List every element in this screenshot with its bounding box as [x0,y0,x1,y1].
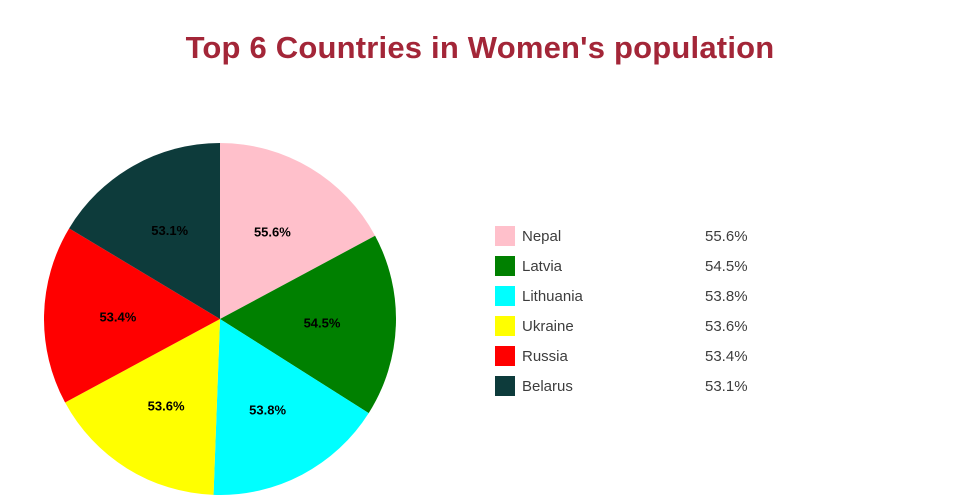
pie-slice-label-belarus: 53.1% [151,223,188,238]
legend-value: 55.6% [705,227,748,245]
legend-item-russia: Russia 53.4% [495,346,765,366]
pie-slice-label-ukraine: 53.6% [148,399,185,414]
legend-value: 53.6% [705,317,748,335]
pie-slice-russia [43,228,221,403]
legend-item-latvia: Latvia 54.5% [495,256,765,276]
pie-slice-ukraine [65,319,220,495]
legend-value: 53.4% [705,347,748,365]
legend-item-nepal: Nepal 55.6% [495,226,765,246]
pie-slice-label-nepal: 55.6% [254,224,291,239]
legend-label: Nepal [522,227,562,245]
legend: Nepal 55.6% Latvia 54.5% Lithuania 53.8% Ukrai… [495,226,765,406]
legend-value: 54.5% [705,257,748,275]
pie-chart-svg: 55.6% 54.5% 53.8% 53.6% 53.4% 53.1% [43,143,397,495]
pie-slice-belarus [69,143,220,319]
legend-swatch-lithuania [495,286,515,306]
pie-slice-label-russia: 53.4% [99,310,136,325]
legend-label: Latvia [522,257,563,275]
legend-label: Ukraine [522,317,574,335]
page-title: Top 6 Countries in Women's population [185,30,775,65]
legend-label: Lithuania [522,287,583,305]
pie-chart: 55.6% 54.5% 53.8% 53.6% 53.4% 53.1% [43,143,397,495]
legend-value: 53.8% [705,287,748,305]
pie-slice-label-latvia: 54.5% [304,316,341,331]
legend-label: Russia [522,347,568,365]
legend-value: 53.1% [705,377,748,395]
legend-swatch-russia [495,346,515,366]
pie-slice-label-lithuania: 53.8% [249,402,286,417]
legend-swatch-belarus [495,376,515,396]
legend-swatch-nepal [495,226,515,246]
legend-item-belarus: Belarus 53.1% [495,376,765,396]
legend-item-lithuania: Lithuania 53.8% [495,286,765,306]
legend-item-ukraine: Ukraine 53.6% [495,316,765,336]
legend-swatch-ukraine [495,316,515,336]
legend-swatch-latvia [495,256,515,276]
pie-slice-lithuania [213,319,369,495]
pie-slice-latvia [220,235,397,414]
pie-slice-nepal [220,143,376,319]
legend-label: Belarus [522,377,573,395]
